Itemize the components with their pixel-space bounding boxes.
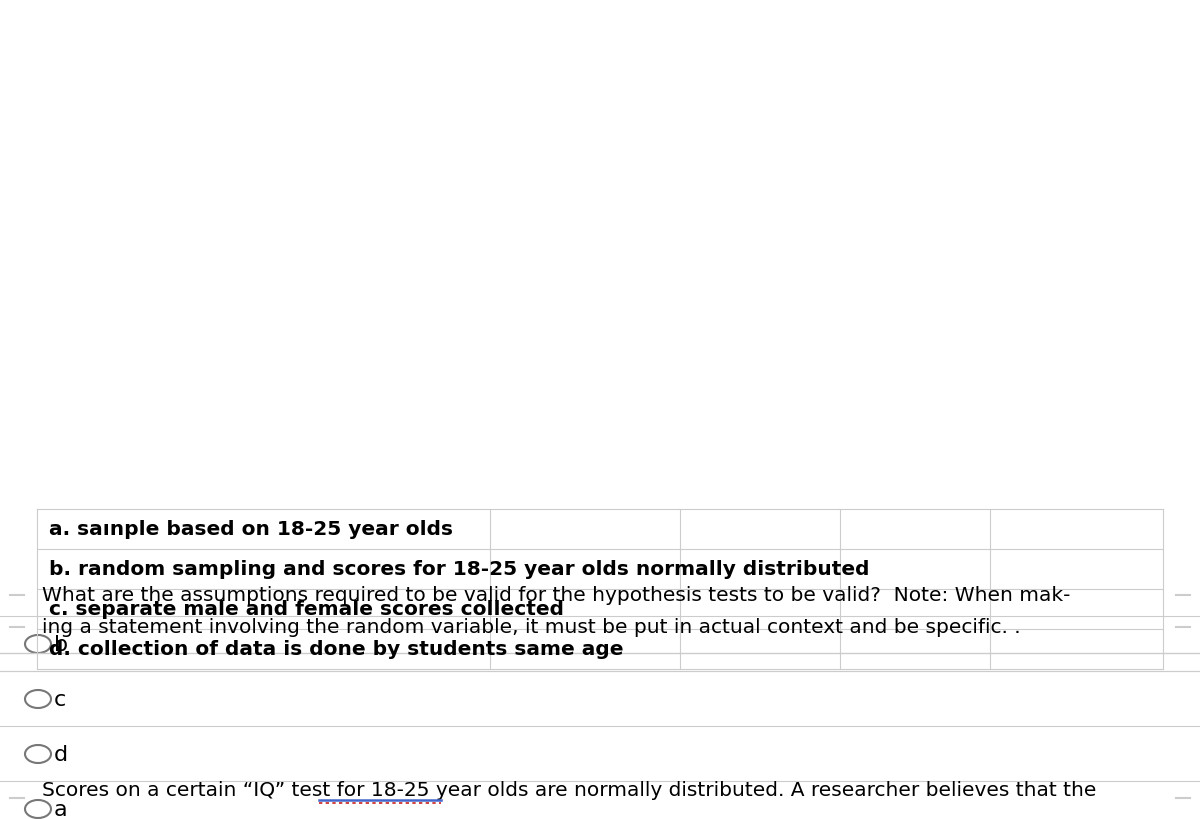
Text: d. collection of data is done by students same age: d. collection of data is done by student… — [49, 640, 624, 658]
Text: a. saınple based on 18-25 year olds: a. saınple based on 18-25 year olds — [49, 520, 454, 539]
Text: What are the assumptions required to be valid for the hypothesis tests to be val: What are the assumptions required to be … — [42, 586, 1070, 604]
Text: c: c — [54, 689, 66, 709]
Text: b. random sampling and scores for 18-25 year olds normally distributed: b. random sampling and scores for 18-25 … — [49, 560, 870, 579]
Text: a: a — [54, 799, 67, 819]
Text: c. separate male and female scores collected: c. separate male and female scores colle… — [49, 600, 564, 618]
Text: Scores on a certain “IQ” test for 18-25 year olds are normally distributed. A re: Scores on a certain “IQ” test for 18-25 … — [42, 780, 1097, 799]
Text: b: b — [54, 634, 68, 654]
Text: ing a statement involving the random variable, it must be put in actual context : ing a statement involving the random var… — [42, 618, 1021, 636]
Text: d: d — [54, 744, 68, 764]
